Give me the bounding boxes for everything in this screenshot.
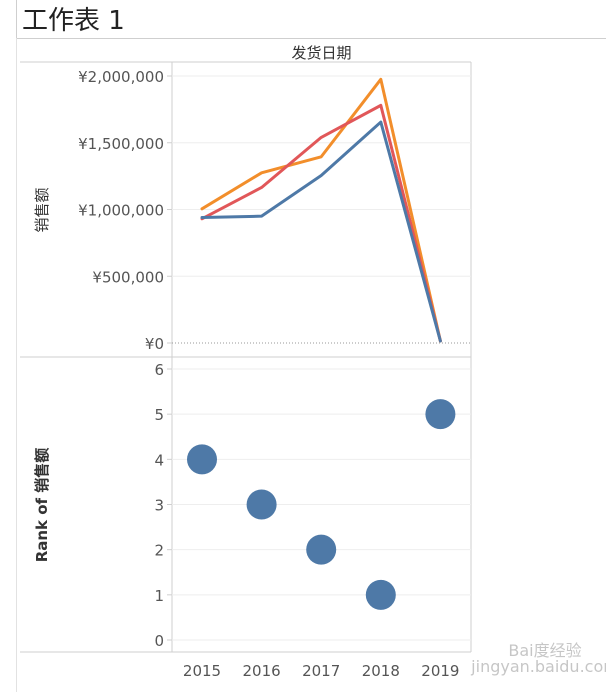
gridlines <box>167 75 471 641</box>
sheet-title: 工作表 1 <box>22 6 125 36</box>
y-tick-label-top: ¥500,000 <box>92 268 164 286</box>
y-axis-title-bottom: Rank of 销售额 <box>33 448 51 563</box>
y-tick-label-top: ¥1,000,000 <box>78 202 164 220</box>
x-tick-label: 2018 <box>362 662 400 680</box>
axis-labels-group: 发货日期 ¥2,000,000 ¥1,500,000 ¥1,000,000 ¥500,0… <box>33 44 459 680</box>
y-tick-label-top: ¥2,000,000 <box>78 68 164 86</box>
watermark-text: Bai度经验 <box>508 641 581 660</box>
y-axis-title-top: 销售额 <box>33 187 51 232</box>
x-tick-label: 2016 <box>243 662 281 680</box>
watermark-url: jingyan.baidu.com <box>470 657 606 676</box>
line-series-2 <box>200 120 442 343</box>
scatter-point <box>246 489 277 520</box>
y-tick-label-bottom: 3 <box>154 497 164 515</box>
chart-panes <box>20 61 472 653</box>
x-tick-label: 2019 <box>421 662 459 680</box>
line-series-1 <box>200 103 442 343</box>
scatter-point <box>425 399 456 430</box>
y-tick-label-bottom: 6 <box>154 361 164 379</box>
y-tick-label-top: ¥0 <box>145 335 164 353</box>
x-tick-label: 2017 <box>302 662 340 680</box>
y-tick-label-bottom: 4 <box>154 451 164 469</box>
y-tick-label-bottom: 2 <box>154 542 164 560</box>
sheet-title-box <box>16 0 606 39</box>
line-series-0 <box>200 77 442 343</box>
y-tick-label-top: ¥1,500,000 <box>78 135 164 153</box>
scatter-point <box>365 579 396 610</box>
y-tick-label-bottom: 1 <box>154 587 164 605</box>
scatter-point <box>187 444 217 475</box>
scatter-points-group <box>187 399 456 610</box>
line-series-group <box>200 77 442 343</box>
column-header-title: 发货日期 <box>291 44 351 62</box>
y-tick-label-bottom: 0 <box>154 632 164 650</box>
scatter-point <box>306 534 337 565</box>
y-tick-label-bottom: 5 <box>154 406 164 424</box>
x-tick-label: 2015 <box>183 662 221 680</box>
left-divider <box>16 38 17 692</box>
